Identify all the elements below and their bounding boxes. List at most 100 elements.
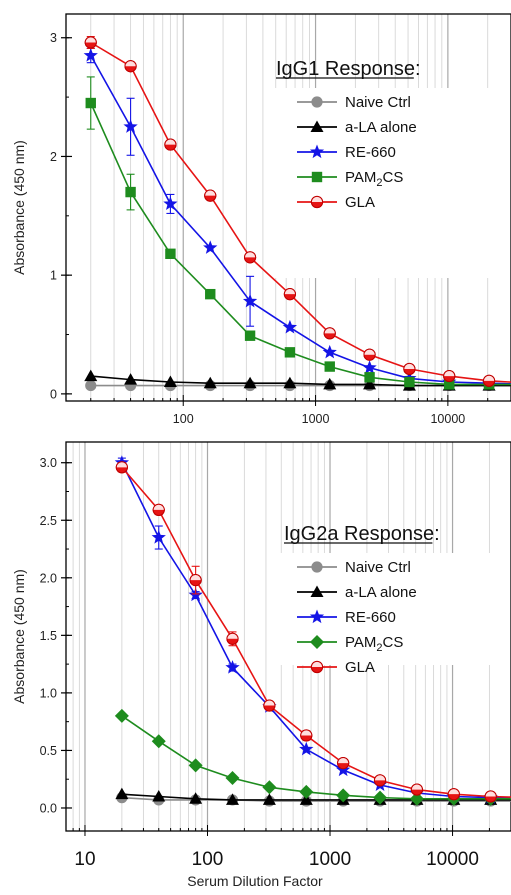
data-point: [114, 708, 129, 723]
data-point: [115, 787, 129, 800]
y-tick-label: 0.5: [40, 744, 57, 758]
data-point: [189, 792, 203, 804]
data-point: [203, 240, 218, 254]
data-point: [226, 632, 239, 645]
data-point: [362, 360, 377, 374]
x-tick-label: 10: [74, 849, 95, 870]
data-point: [225, 771, 240, 786]
legend-item: a-LA alone: [297, 119, 417, 136]
legend-title: IgG1 Response:: [276, 58, 421, 80]
data-point: [205, 288, 216, 300]
data-point: [404, 376, 415, 388]
legend-title: IgG2a Response:: [284, 523, 440, 545]
legend-item: Naive Ctrl: [297, 559, 411, 576]
data-point: [225, 660, 240, 674]
legend-label: PAM2CS: [345, 169, 403, 189]
data-point: [444, 379, 455, 390]
legend-item: Naive Ctrl: [297, 94, 411, 111]
data-point: [364, 372, 375, 383]
y-tick-label: 1: [50, 269, 57, 283]
series-pam2cs: [85, 76, 511, 390]
legend-marker: [310, 660, 324, 674]
y-tick-label: 3: [50, 31, 57, 45]
data-point: [299, 784, 314, 799]
data-point: [244, 330, 256, 341]
data-point: [409, 791, 424, 806]
legend-marker: [310, 585, 324, 597]
legend-item: GLA: [297, 194, 375, 211]
data-point: [324, 361, 335, 372]
legend-label: PAM2CS: [345, 634, 403, 654]
data-point: [443, 369, 456, 383]
series-line: [121, 462, 511, 800]
top-axes-frame: [65, 13, 511, 402]
y-tick-label: 2: [50, 150, 57, 164]
legend-marker: [311, 561, 323, 573]
data-point: [188, 758, 203, 773]
legend-marker: [310, 195, 324, 209]
data-point: [373, 790, 388, 805]
legend-label: RE-660: [345, 144, 396, 161]
bottom-axes-frame: [65, 441, 511, 832]
data-point: [299, 741, 314, 756]
data-point: [124, 373, 138, 385]
data-point: [300, 729, 313, 742]
x-tick-label: 100: [192, 849, 224, 870]
data-point: [336, 762, 351, 777]
series-line: [90, 55, 511, 385]
legend-item: RE-660: [297, 609, 396, 626]
x-tick-label: 100: [173, 412, 194, 426]
x-tick-label: 1000: [302, 412, 330, 426]
data-point: [124, 60, 137, 73]
data-point: [163, 375, 177, 388]
series-line: [90, 41, 511, 383]
data-point: [204, 189, 217, 202]
legend-item: RE-660: [297, 144, 396, 161]
data-point: [484, 790, 497, 803]
data-point: [203, 376, 217, 389]
y-tick-label: 3.0: [40, 456, 57, 470]
legend-label: GLA: [345, 659, 375, 676]
data-point: [151, 734, 166, 749]
series-line: [121, 796, 511, 802]
data-point: [337, 756, 350, 770]
data-point: [123, 119, 138, 133]
legend-background: [270, 88, 506, 278]
legend-marker: [309, 609, 325, 624]
legend-label: a-LA alone: [345, 584, 417, 601]
series-gla: [115, 461, 511, 803]
y-tick-label: 1.0: [40, 686, 57, 700]
series-line: [121, 793, 511, 801]
data-point: [243, 376, 257, 389]
bottom-plot-area: [114, 455, 511, 807]
y-axis-title: Absorbance (450 nm): [11, 140, 27, 275]
data-point: [226, 793, 240, 805]
data-point: [283, 376, 297, 389]
top-panel: 0 1 2 3 100 1000 10000 Absorbance (450 nm) IgG1 …: [11, 13, 511, 426]
y-tick-label: 2.5: [40, 514, 57, 528]
data-point: [282, 319, 298, 334]
data-point: [85, 379, 97, 392]
legend-label: GLA: [345, 194, 375, 211]
x-axis-title: Serum Dilution Factor: [187, 873, 323, 889]
series-line: [121, 466, 511, 798]
data-point: [163, 196, 178, 211]
legend-label: Naive Ctrl: [345, 94, 411, 111]
data-point: [283, 288, 297, 301]
data-point: [363, 377, 377, 390]
y-tick-label: 2.0: [40, 571, 57, 585]
data-point: [262, 780, 277, 795]
data-point: [115, 461, 128, 474]
data-point: [164, 138, 177, 151]
data-point: [189, 574, 202, 587]
y-axis-title: Absorbance (450 nm): [11, 569, 27, 704]
legend-marker: [311, 171, 323, 183]
data-point: [363, 348, 376, 361]
data-point: [336, 788, 351, 803]
legend-marker: [311, 96, 323, 108]
x-tick-label: 10000: [426, 849, 479, 870]
data-point: [165, 248, 176, 259]
y-tick-label: 1.5: [40, 629, 57, 643]
